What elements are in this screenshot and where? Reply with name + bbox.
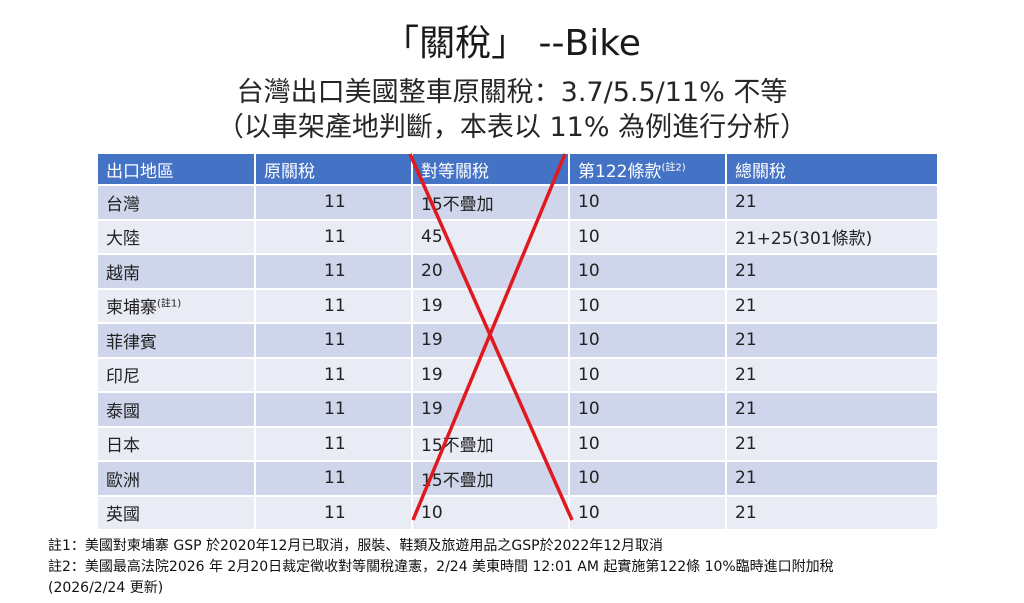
cell-reciprocal: 45: [412, 219, 570, 255]
cell-original: 11: [255, 392, 413, 428]
cell-region: 越南: [98, 254, 256, 290]
cell-region: 菲律賓: [98, 323, 256, 359]
region-label: 菲律賓: [106, 332, 157, 353]
cell-section-122: 10: [569, 392, 727, 428]
cell-reciprocal: 15不疊加: [412, 426, 570, 462]
cell-region: 台灣: [98, 185, 256, 221]
region-label: 英國: [106, 505, 140, 526]
cell-section-122: 10: [569, 357, 727, 393]
table-row: 菲律賓 11 19 10 21: [98, 323, 939, 359]
tariff-table: 出口地區 原關稅 對等關稅 第122條款(註2) 總關稅 台灣 11 15不疊加…: [98, 154, 939, 531]
cell-region: 歐洲: [98, 461, 256, 497]
cell-reciprocal: 19: [412, 357, 570, 393]
cell-total: 21+25(301條款): [726, 219, 939, 255]
header-section-122-label: 第122條款: [578, 161, 662, 182]
header-total-tariff: 總關稅: [726, 154, 939, 186]
cell-total: 21: [726, 254, 939, 290]
table-row: 泰國 11 19 10 21: [98, 392, 939, 428]
cell-original: 11: [255, 288, 413, 324]
cell-total: 21: [726, 461, 939, 497]
cell-section-122: 10: [569, 185, 727, 221]
table-row: 大陸 11 45 10 21+25(301條款): [98, 219, 939, 255]
cell-total: 21: [726, 426, 939, 462]
region-note: (註1): [157, 298, 182, 310]
slide-subtitle-1: 台灣出口美國整車原關稅：3.7/5.5/11% 不等: [236, 77, 788, 108]
cell-total: 21: [726, 392, 939, 428]
cell-original: 11: [255, 461, 413, 497]
cell-region: 印尼: [98, 357, 256, 393]
footnote-update-date: (2026/2/24 更新): [48, 580, 164, 596]
header-region: 出口地區: [98, 154, 256, 186]
cell-section-122: 10: [569, 426, 727, 462]
region-label: 越南: [106, 263, 140, 284]
cell-reciprocal: 19: [412, 323, 570, 359]
region-label: 日本: [106, 436, 140, 457]
region-label: 泰國: [106, 401, 140, 422]
cell-reciprocal: 19: [412, 288, 570, 324]
table-row: 英國 11 10 10 21: [98, 495, 939, 531]
region-label: 台灣: [106, 194, 140, 215]
cell-total: 21: [726, 357, 939, 393]
cell-reciprocal: 10: [412, 495, 570, 531]
table-header-row: 出口地區 原關稅 對等關稅 第122條款(註2) 總關稅: [98, 154, 939, 186]
cell-reciprocal: 19: [412, 392, 570, 428]
footnote-2: 註2：美國最高法院2026 年 2月20日裁定徵收對等關稅違憲，2/24 美東時…: [48, 559, 834, 575]
cell-section-122: 10: [569, 495, 727, 531]
region-label: 柬埔寨: [106, 298, 157, 319]
cell-region: 英國: [98, 495, 256, 531]
table-row: 日本 11 15不疊加 10 21: [98, 426, 939, 462]
cell-original: 11: [255, 185, 413, 221]
header-reciprocal-tariff: 對等關稅: [412, 154, 570, 186]
cell-section-122: 10: [569, 254, 727, 290]
cell-total: 21: [726, 185, 939, 221]
cell-total: 21: [726, 288, 939, 324]
region-label: 歐洲: [106, 470, 140, 491]
cell-original: 11: [255, 219, 413, 255]
table-row: 印尼 11 19 10 21: [98, 357, 939, 393]
cell-section-122: 10: [569, 219, 727, 255]
table-row: 台灣 11 15不疊加 10 21: [98, 185, 939, 221]
cell-reciprocal: 15不疊加: [412, 185, 570, 221]
cell-reciprocal: 15不疊加: [412, 461, 570, 497]
cell-region: 泰國: [98, 392, 256, 428]
cell-original: 11: [255, 495, 413, 531]
table-row: 越南 11 20 10 21: [98, 254, 939, 290]
cell-region: 大陸: [98, 219, 256, 255]
table-row: 柬埔寨(註1) 11 19 10 21: [98, 288, 939, 324]
cell-region: 柬埔寨(註1): [98, 288, 256, 324]
cell-section-122: 10: [569, 288, 727, 324]
cell-reciprocal: 20: [412, 254, 570, 290]
slide-subtitle-2: （以車架產地判斷，本表以 11% 為例進行分析）: [216, 112, 808, 143]
cell-original: 11: [255, 254, 413, 290]
header-original-tariff: 原關稅: [255, 154, 413, 186]
cell-original: 11: [255, 357, 413, 393]
cell-section-122: 10: [569, 461, 727, 497]
header-section-122-note: (註2): [661, 161, 686, 173]
table-row: 歐洲 11 15不疊加 10 21: [98, 461, 939, 497]
region-label: 大陸: [106, 229, 140, 250]
footnote-1: 註1：美國對柬埔寨 GSP 於2020年12月已取消，服裝、鞋類及旅遊用品之GS…: [48, 538, 664, 554]
region-label: 印尼: [106, 367, 140, 388]
footnotes: 註1：美國對柬埔寨 GSP 於2020年12月已取消，服裝、鞋類及旅遊用品之GS…: [48, 536, 1018, 599]
header-section-122: 第122條款(註2): [569, 154, 727, 186]
slide-title: 「關稅」 --Bike: [383, 23, 641, 64]
cell-total: 21: [726, 495, 939, 531]
cell-section-122: 10: [569, 323, 727, 359]
cell-original: 11: [255, 323, 413, 359]
cell-original: 11: [255, 426, 413, 462]
cell-total: 21: [726, 323, 939, 359]
cell-region: 日本: [98, 426, 256, 462]
